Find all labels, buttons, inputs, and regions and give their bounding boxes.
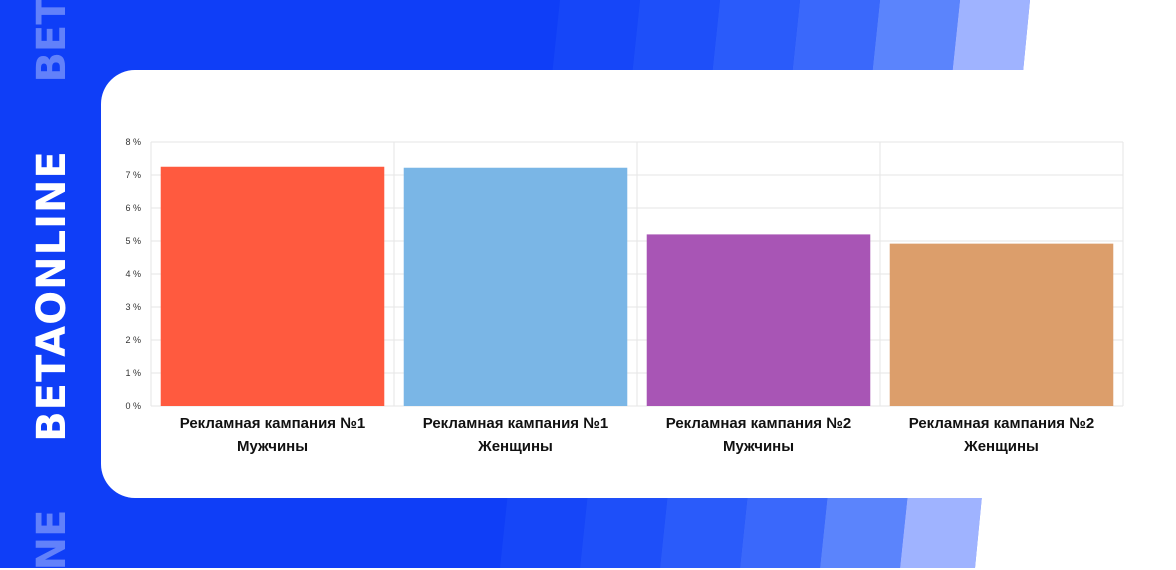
x-tick-label-line: Мужчины xyxy=(236,438,309,455)
bar xyxy=(403,167,628,406)
x-tick-label-line: Женщины xyxy=(964,438,1039,455)
brand-ghost-top: BET xyxy=(29,0,75,83)
brand-logo-vertical: BETAONLINE xyxy=(29,150,75,442)
x-tick-label: Рекламная кампания №2 Мужчины xyxy=(639,412,879,458)
y-tick-label: 6 % xyxy=(125,203,141,213)
x-tick-label-line: Мужчины xyxy=(722,438,795,455)
brand-ghost-bottom: NE xyxy=(29,509,75,570)
bar-chart: 0 % 1 % 2 % 3 % 4 % 5 % 6 % 7 % 8 % xyxy=(125,137,1124,411)
y-tick-label: 1 % xyxy=(125,368,141,378)
x-tick-label-line: Рекламная кампания №2 xyxy=(908,415,1095,432)
y-tick-label: 2 % xyxy=(125,335,141,345)
x-tick-label-line: Женщины xyxy=(478,438,553,455)
x-tick-label-line: Рекламная кампания №1 xyxy=(179,415,366,432)
y-tick-label: 3 % xyxy=(125,302,141,312)
y-tick-label: 8 % xyxy=(125,137,141,147)
x-tick-label-line: Рекламная кампания №1 xyxy=(422,415,609,432)
bar xyxy=(889,243,1114,406)
y-tick-label: 4 % xyxy=(125,269,141,279)
y-tick-label: 0 % xyxy=(125,401,141,411)
x-tick-label: Рекламная кампания №2 Женщины xyxy=(882,412,1122,458)
x-tick-label: Рекламная кампания №1 Женщины xyxy=(396,412,636,458)
x-tick-label-line: Рекламная кампания №2 xyxy=(665,415,852,432)
bar xyxy=(646,234,871,406)
bar xyxy=(160,166,385,406)
chart-card: 0 % 1 % 2 % 3 % 4 % 5 % 6 % 7 % 8 % Рекламная ка… xyxy=(101,70,1138,498)
y-tick-label: 7 % xyxy=(125,170,141,180)
x-tick-label: Рекламная кампания №1 Мужчины xyxy=(153,412,393,458)
y-tick-label: 5 % xyxy=(125,236,141,246)
